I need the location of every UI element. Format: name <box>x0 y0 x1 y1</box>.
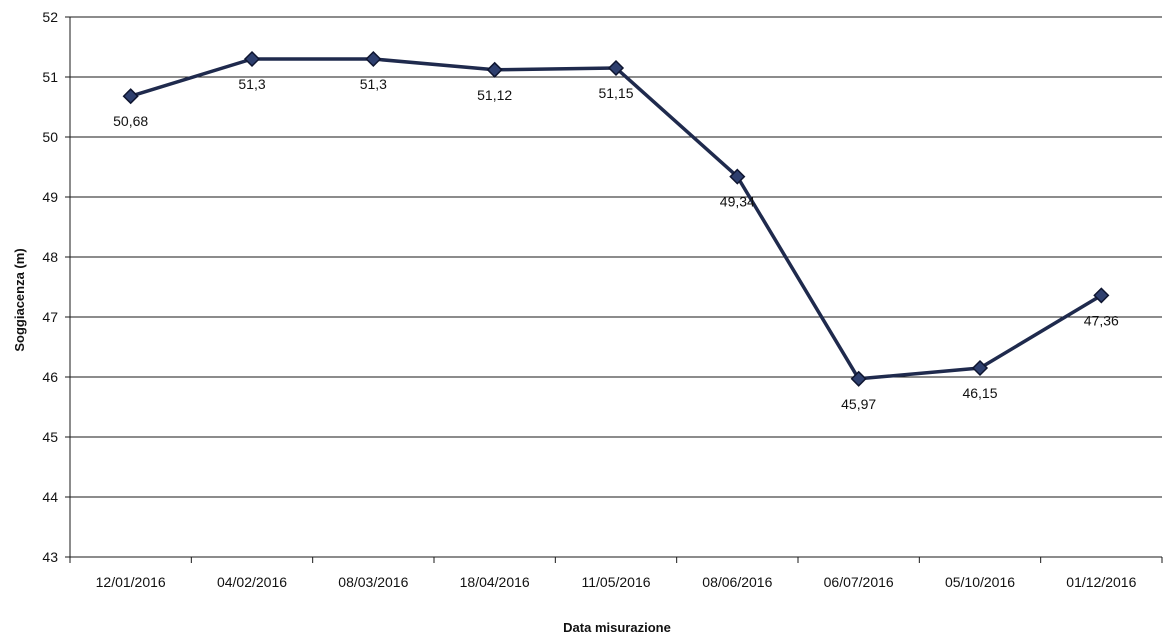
y-tick-label: 50 <box>42 129 58 145</box>
x-tick-label: 08/03/2016 <box>338 574 408 590</box>
y-tick-label: 49 <box>42 189 58 205</box>
x-tick-label: 11/05/2016 <box>581 574 650 590</box>
axes <box>65 16 1163 563</box>
x-tick-label: 08/06/2016 <box>702 574 772 590</box>
y-tick-label: 47 <box>42 309 58 325</box>
x-tick-label: 01/12/2016 <box>1066 574 1136 590</box>
data-point-marker <box>971 359 989 377</box>
data-point-marker <box>1093 287 1110 304</box>
data-labels: 50,68 51,3 51,3 51,12 51,15 49,34 45,97 46,15 47… <box>113 76 1119 412</box>
y-tick-labels: 43 44 45 46 47 48 49 50 51 52 <box>42 9 58 565</box>
y-tick-label: 44 <box>42 489 58 505</box>
y-tick-label: 52 <box>42 9 58 25</box>
data-point-marker <box>365 50 382 68</box>
y-tick-label: 48 <box>42 249 58 265</box>
x-tick-label: 05/10/2016 <box>945 574 1015 590</box>
y-tick-label: 43 <box>42 549 58 565</box>
gridlines <box>70 16 1162 558</box>
x-axis-title: Data misurazione <box>563 620 671 635</box>
y-tick-label: 45 <box>42 429 58 445</box>
x-tick-label: 18/04/2016 <box>460 574 530 590</box>
data-label: 45,97 <box>841 396 876 412</box>
data-label: 51,15 <box>598 85 633 101</box>
x-tick-label: 06/07/2016 <box>824 574 894 590</box>
data-point-marker <box>607 59 625 77</box>
data-label: 51,3 <box>238 76 265 92</box>
data-point-marker <box>729 168 746 185</box>
x-tick-label: 04/02/2016 <box>217 574 287 590</box>
x-tick-labels: 12/01/2016 04/02/2016 08/03/2016 18/04/2016… <box>96 574 1137 590</box>
data-label: 51,3 <box>360 76 387 92</box>
data-series <box>122 50 1110 387</box>
data-label: 47,36 <box>1084 312 1119 328</box>
data-point-marker <box>486 61 503 78</box>
y-tick-label: 51 <box>42 69 58 85</box>
data-point-marker <box>122 88 139 105</box>
data-label: 51,12 <box>477 87 512 103</box>
data-label: 50,68 <box>113 113 148 129</box>
data-point-marker <box>850 370 867 387</box>
y-tick-label: 46 <box>42 369 58 385</box>
data-label: 49,34 <box>720 194 755 210</box>
y-axis-title: Soggiacenza (m) <box>12 248 27 351</box>
series-line <box>130 57 1103 381</box>
data-label: 46,15 <box>962 385 997 401</box>
data-point-marker <box>243 50 261 68</box>
x-tick-label: 12/01/2016 <box>96 574 166 590</box>
